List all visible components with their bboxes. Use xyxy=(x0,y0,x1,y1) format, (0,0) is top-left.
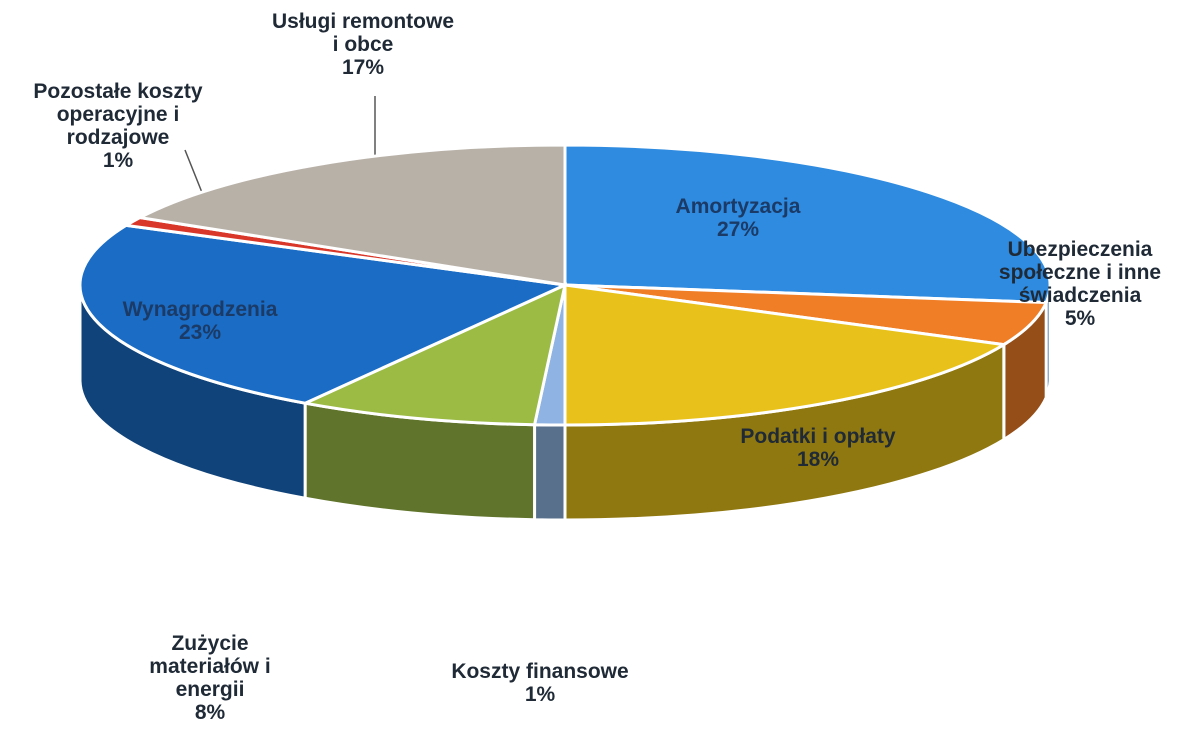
slice-top xyxy=(563,143,1052,305)
value-label: 27% xyxy=(716,218,760,241)
category-label: Amortyzacja xyxy=(675,195,801,218)
category-label: Usługi remontowe i obce xyxy=(271,10,455,56)
data-label: Usługi remontowe i obce 17% xyxy=(268,10,458,79)
category-label: Ubezpieczenia społeczne i inne świadczen… xyxy=(998,238,1162,307)
value-label: 18% xyxy=(796,448,840,471)
data-label: Ubezpieczenia społeczne i inne świadczen… xyxy=(980,238,1180,330)
value-label: 5% xyxy=(1064,307,1096,330)
data-label: Koszty finansowe 1% xyxy=(420,660,660,706)
value-label: 1% xyxy=(102,149,134,172)
pie-slice xyxy=(135,143,567,287)
category-label: Zużycie materiałów i energii xyxy=(149,632,271,701)
category-label: Pozostałe koszty operacyjne i rodzajowe xyxy=(33,80,203,149)
data-label: Wynagrodzenia 23% xyxy=(90,298,310,344)
value-label: 23% xyxy=(178,321,222,344)
value-label: 1% xyxy=(524,683,556,706)
data-label: Zużycie materiałów i energii 8% xyxy=(135,632,285,724)
slice-top xyxy=(300,282,568,427)
value-label: 17% xyxy=(341,56,385,79)
data-label: Amortyzacja 27% xyxy=(638,195,838,241)
pie-slice xyxy=(563,143,1052,399)
data-label: Pozostałe koszty operacyjne i rodzajowe 1… xyxy=(8,80,228,172)
data-label: Podatki i opłaty 18% xyxy=(718,425,918,471)
value-label: 8% xyxy=(194,701,226,724)
slice-top xyxy=(135,143,567,287)
slice-top xyxy=(563,283,1009,427)
category-label: Podatki i opłaty xyxy=(740,425,896,448)
category-label: Koszty finansowe xyxy=(451,660,629,683)
slice-side xyxy=(533,423,567,522)
category-label: Wynagrodzenia xyxy=(122,298,278,321)
